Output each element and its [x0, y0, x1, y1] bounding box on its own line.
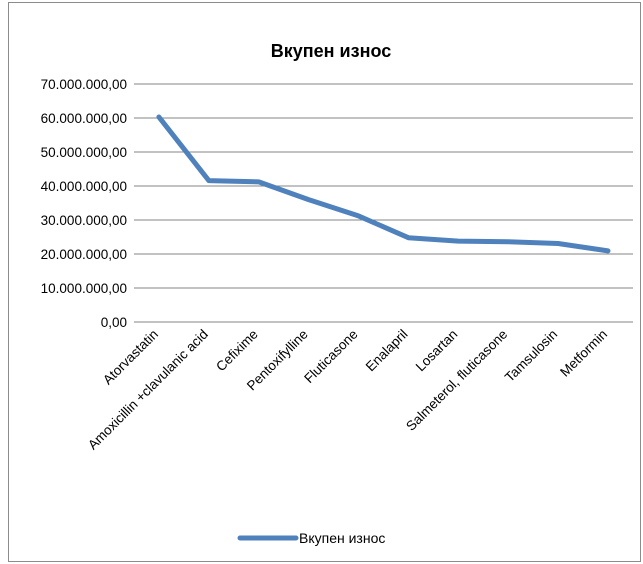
x-tick-label: Enalapril	[363, 327, 411, 375]
y-tick-label: 70.000.000,00	[41, 77, 127, 92]
gridlines	[134, 83, 633, 323]
y-tick-label: 60.000.000,00	[41, 111, 127, 126]
x-tick-label: Cefixime	[213, 327, 261, 375]
series-line	[156, 114, 611, 254]
chart-title: Вкупен износ	[271, 41, 391, 61]
x-tick-label: Losartan	[413, 327, 461, 375]
y-tick-label: 50.000.000,00	[41, 145, 127, 160]
y-tick-label: 40.000.000,00	[41, 179, 127, 194]
y-axis-tick-labels: 0,00 10.000.000,00 20.000.000,00 30.000.000…	[41, 77, 127, 330]
x-tick-label: Fluticasone	[301, 327, 360, 386]
line-chart: Вкупен износ 0,00 10.000.000,00 20.000.000…	[41, 41, 633, 546]
legend: Вкупен износ	[237, 530, 385, 546]
x-tick-label: Metformin	[557, 327, 610, 380]
chart-area: Вкупен износ 0,00 10.000.000,00 20.000.000…	[8, 2, 641, 562]
x-tick-label: Tamsulosin	[502, 327, 560, 385]
y-tick-label: 30.000.000,00	[41, 213, 127, 228]
y-tick-label: 0,00	[101, 315, 127, 330]
x-tick-label: Salmeterol, fluticasone	[403, 327, 510, 434]
series-layer	[156, 114, 611, 254]
y-tick-label: 10.000.000,00	[41, 281, 127, 296]
y-tick-label: 20.000.000,00	[41, 247, 127, 262]
legend-label: Вкупен износ	[299, 530, 385, 546]
